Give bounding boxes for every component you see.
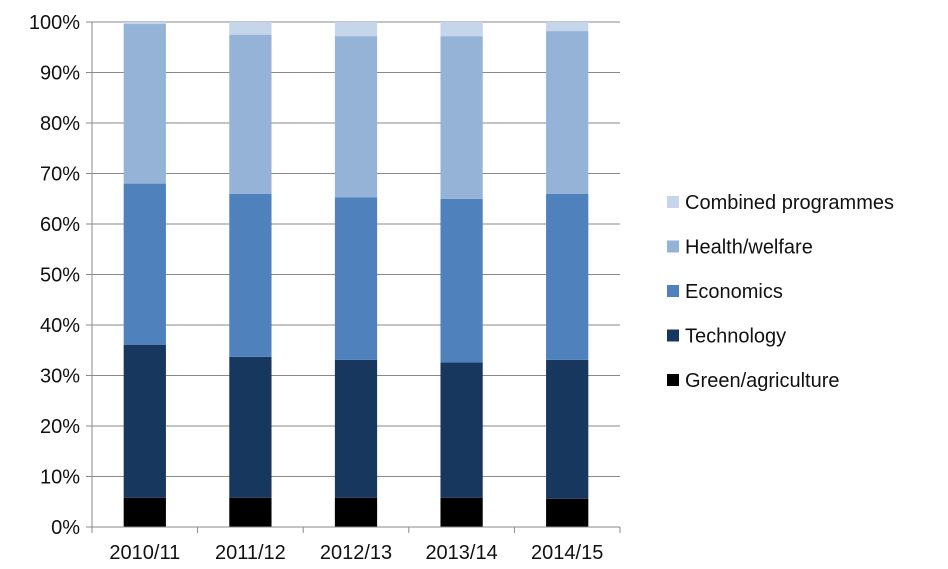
y-axis-tick-labels: 0% 10% 20% 30% 40% 50% 60% 70% 80% 90% 100% (29, 12, 80, 539)
bar-segment (335, 22, 377, 36)
y-tick-label: 10% (40, 467, 80, 489)
bar-segment (124, 498, 166, 527)
bar-segment (335, 197, 377, 360)
y-tick-label: 80% (40, 113, 80, 135)
legend-swatch (667, 374, 679, 386)
legend-label: Green/agriculture (685, 370, 840, 392)
legend-swatch (667, 330, 679, 342)
bar-segment (440, 22, 482, 36)
legend-swatch (667, 241, 679, 253)
bar-segment (229, 194, 271, 357)
legend-label: Health/welfare (685, 237, 813, 259)
legend-swatch (667, 196, 679, 208)
bar-segment (124, 24, 166, 184)
bar-segment (335, 498, 377, 527)
legend-label: Technology (685, 326, 786, 348)
bar-segment (335, 36, 377, 197)
legend: Combined programmes Health/welfare Economi… (667, 192, 894, 392)
bar-segment (335, 360, 377, 498)
y-tick-label: 50% (40, 265, 80, 287)
bar-segment (229, 22, 271, 35)
y-tick-label: 0% (51, 517, 80, 539)
y-tick-label: 30% (40, 366, 80, 388)
bar-segment (124, 22, 166, 24)
bar-segment (124, 184, 166, 345)
y-tick-label: 60% (40, 214, 80, 236)
y-tick-label: 90% (40, 63, 80, 85)
bar-segment (546, 499, 588, 527)
y-tick-label: 20% (40, 416, 80, 438)
legend-swatch (667, 285, 679, 297)
x-tick-label: 2013/14 (425, 542, 497, 564)
bar-segment (440, 362, 482, 497)
bar-segment (229, 35, 271, 194)
bar-segment (546, 360, 588, 499)
bar-segment (546, 22, 588, 31)
y-tick-label: 70% (40, 164, 80, 186)
y-tick-label: 40% (40, 315, 80, 337)
bar-segment (440, 199, 482, 363)
bar-segment (440, 498, 482, 527)
x-tick-label: 2012/13 (320, 542, 392, 564)
legend-label: Combined programmes (685, 192, 894, 214)
bar-segment (229, 357, 271, 498)
bar-segment (124, 345, 166, 498)
x-tick-label: 2011/12 (215, 542, 286, 564)
legend-label: Economics (685, 281, 783, 303)
x-axis-tick-labels: 2010/11 2011/12 2012/13 2013/14 2014/15 (109, 542, 603, 564)
y-tick-label: 100% (29, 12, 80, 34)
x-tick-label: 2014/15 (531, 542, 603, 564)
bar-segment (546, 31, 588, 194)
bar-segment (440, 36, 482, 199)
bar-segment (546, 194, 588, 360)
x-tick-label: 2010/11 (109, 542, 180, 564)
bar-segment (229, 498, 271, 527)
